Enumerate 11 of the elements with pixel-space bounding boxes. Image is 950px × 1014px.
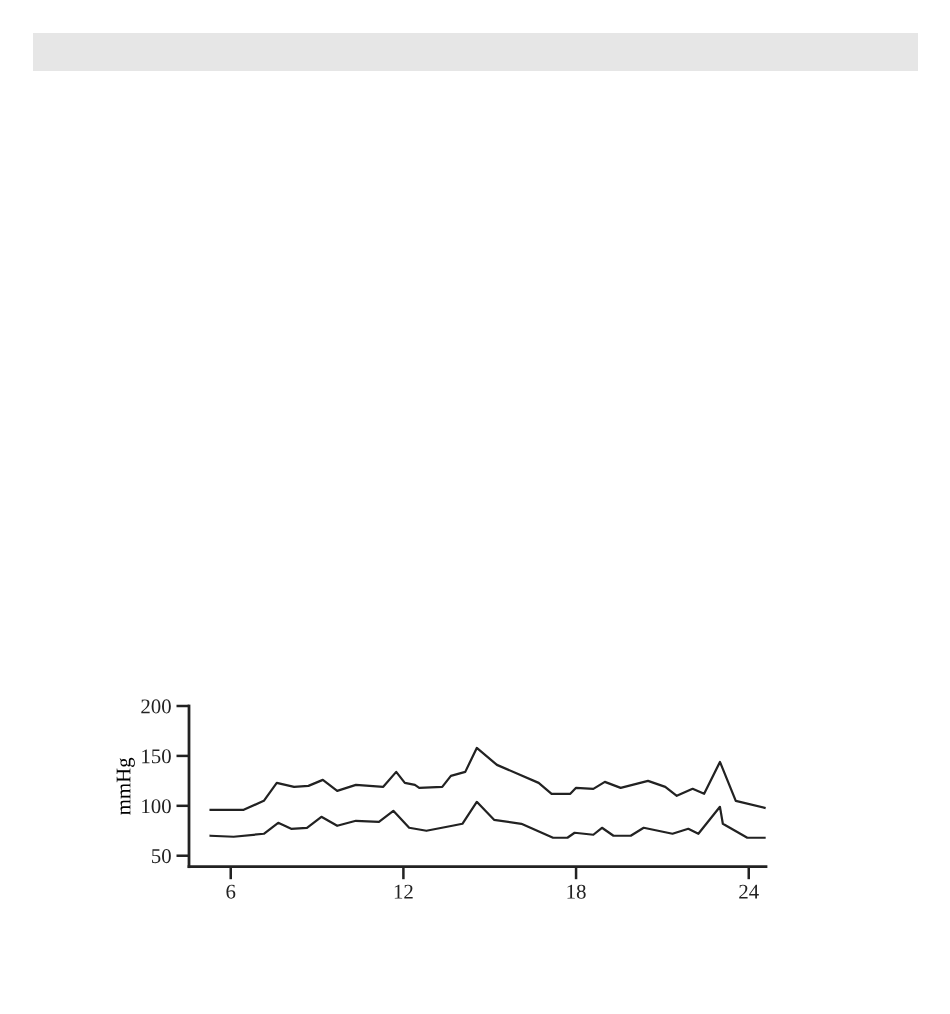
y-tick-label: 100 xyxy=(142,799,171,814)
y-tick-label: 200 xyxy=(141,699,171,714)
y-tick-label: 150 xyxy=(142,749,171,764)
y-axis-title: mmHg xyxy=(116,757,135,815)
line-series xyxy=(209,800,766,839)
x-tick-label: 12 xyxy=(394,884,413,899)
y-tick-label: 50 xyxy=(152,849,171,864)
x-tick-label: 24 xyxy=(739,884,759,899)
x-tick-label: 6 xyxy=(226,884,236,899)
line-series xyxy=(209,746,766,811)
x-tick-label: 18 xyxy=(567,884,586,899)
